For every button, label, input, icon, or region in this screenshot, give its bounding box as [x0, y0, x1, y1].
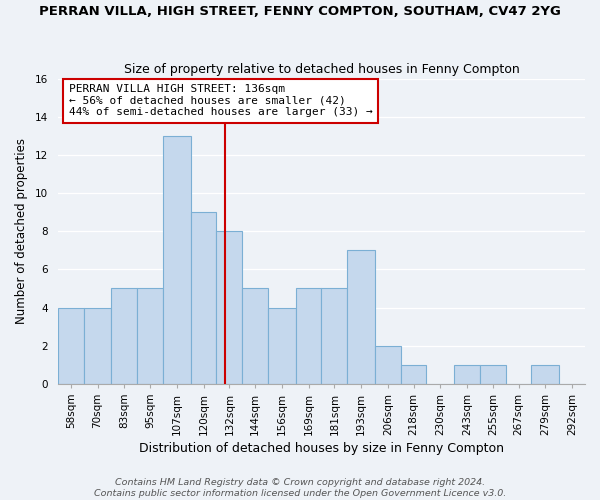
Bar: [296, 288, 322, 384]
Bar: [268, 308, 296, 384]
Text: PERRAN VILLA, HIGH STREET, FENNY COMPTON, SOUTHAM, CV47 2YG: PERRAN VILLA, HIGH STREET, FENNY COMPTON…: [39, 5, 561, 18]
Title: Size of property relative to detached houses in Fenny Compton: Size of property relative to detached ho…: [124, 63, 520, 76]
Bar: [163, 136, 191, 384]
Bar: [83, 308, 112, 384]
Bar: [137, 288, 163, 384]
X-axis label: Distribution of detached houses by size in Fenny Compton: Distribution of detached houses by size …: [139, 442, 504, 455]
Text: PERRAN VILLA HIGH STREET: 136sqm
← 56% of detached houses are smaller (42)
44% o: PERRAN VILLA HIGH STREET: 136sqm ← 56% o…: [68, 84, 373, 117]
Bar: [242, 288, 268, 384]
Bar: [401, 365, 427, 384]
Text: Contains HM Land Registry data © Crown copyright and database right 2024.
Contai: Contains HM Land Registry data © Crown c…: [94, 478, 506, 498]
Bar: [112, 288, 137, 384]
Bar: [532, 365, 559, 384]
Bar: [347, 250, 375, 384]
Bar: [322, 288, 347, 384]
Y-axis label: Number of detached properties: Number of detached properties: [15, 138, 28, 324]
Bar: [454, 365, 480, 384]
Bar: [191, 212, 217, 384]
Bar: [58, 308, 83, 384]
Bar: [480, 365, 506, 384]
Bar: [217, 231, 242, 384]
Bar: [375, 346, 401, 384]
